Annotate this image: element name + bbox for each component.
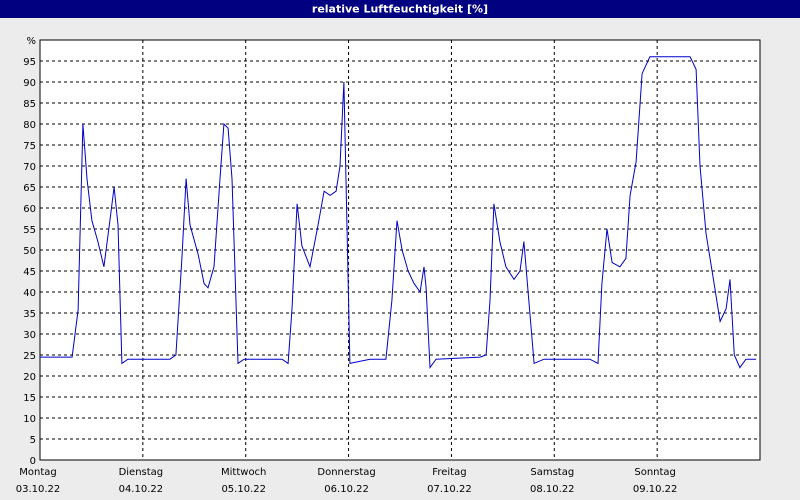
y-tick-label: 65 <box>23 183 36 194</box>
y-tick-label: 80 <box>23 120 36 131</box>
y-tick-label: 0 <box>30 456 36 467</box>
y-tick-label: 90 <box>23 78 36 89</box>
y-tick-label: % <box>26 36 36 47</box>
x-tick-label: Sonntag <box>634 467 676 478</box>
x-tick-label: Samstag <box>530 467 574 478</box>
x-tick-label: Dienstag <box>119 467 164 478</box>
y-tick-label: 20 <box>23 372 36 383</box>
x-tick-date: 08.10.22 <box>530 484 575 495</box>
x-tick-date: 05.10.22 <box>221 484 266 495</box>
title-bar <box>0 0 800 18</box>
x-tick-date: 06.10.22 <box>324 484 369 495</box>
line-series <box>40 56 757 370</box>
x-tick-label: Montag <box>19 467 56 478</box>
x-tick-date: 04.10.22 <box>119 484 164 495</box>
y-tick-label: 40 <box>23 288 36 299</box>
chart-title: relative Luftfeuchtigkeit [%] <box>312 3 488 16</box>
y-tick-label: 60 <box>23 204 36 215</box>
x-tick-date: 03.10.22 <box>16 484 61 495</box>
y-tick-label: 25 <box>23 351 36 362</box>
y-tick-label: 10 <box>23 414 36 425</box>
y-tick-label: 85 <box>23 99 36 110</box>
y-tick-label: 45 <box>23 267 36 278</box>
y-tick-label: 30 <box>23 330 36 341</box>
plot-border <box>39 39 761 461</box>
y-tick-label: 15 <box>23 393 36 404</box>
y-tick-label: 50 <box>23 246 36 257</box>
y-tick-label: 5 <box>30 435 36 446</box>
y-tick-label: 70 <box>23 162 36 173</box>
x-tick-label: Freitag <box>432 467 466 478</box>
x-tick-date: 07.10.22 <box>427 484 472 495</box>
x-tick-label: Mittwoch <box>221 467 266 478</box>
y-tick-label: 55 <box>23 225 36 236</box>
x-tick-label: Donnerstag <box>317 467 375 478</box>
y-tick-label: 75 <box>23 141 36 152</box>
y-tick-label: 95 <box>23 57 36 68</box>
x-tick-date: 09.10.22 <box>633 484 678 495</box>
y-tick-label: 35 <box>23 309 36 320</box>
